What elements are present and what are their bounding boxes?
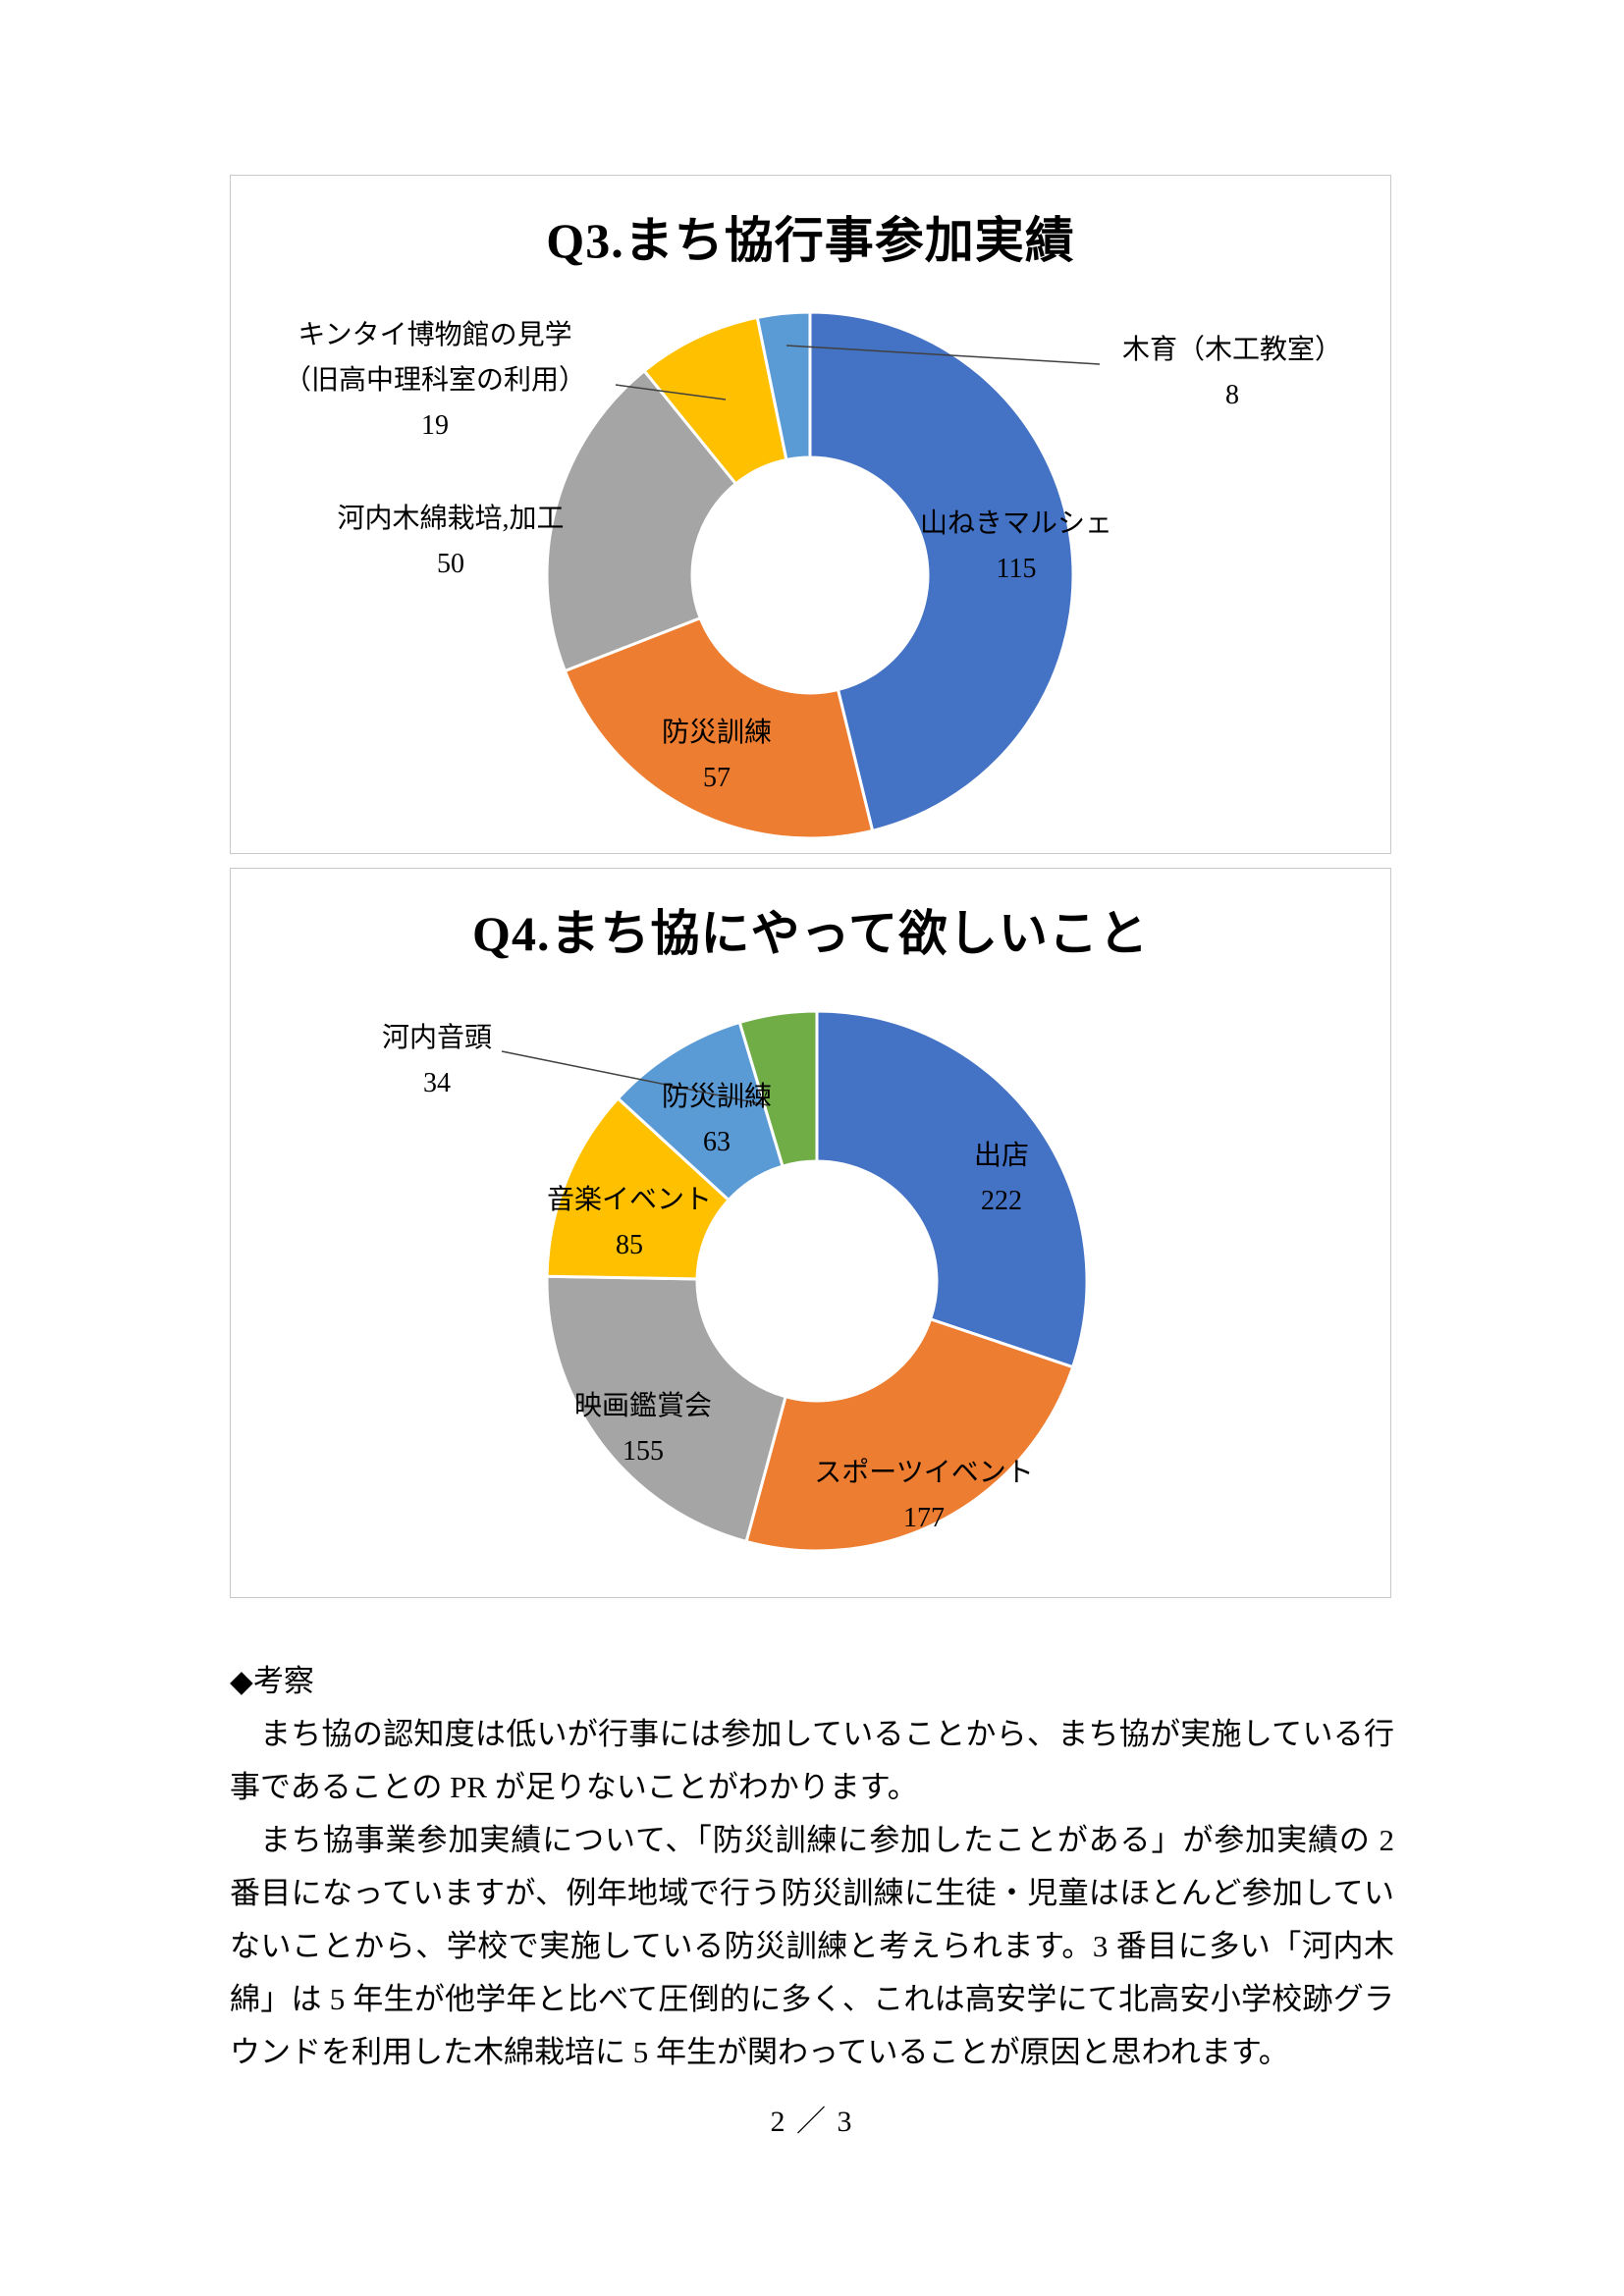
label-bousai-kunren-q4: 防災訓練 63 xyxy=(569,1075,864,1165)
label-kawachi-momen: 河内木綿栽培,加工 50 xyxy=(303,497,598,587)
chart-q3-title: Q3.まち協行事参加実績 xyxy=(546,213,1075,268)
segment-value: 115 xyxy=(996,554,1037,584)
segment-value: 85 xyxy=(616,1230,643,1260)
segment-label: 河内木綿栽培,加工 xyxy=(337,504,565,534)
donut-segment-mokuiku xyxy=(755,310,812,462)
segment-value: 57 xyxy=(703,763,731,793)
segment-label: 河内音頭 xyxy=(381,1023,492,1053)
segment-value: 50 xyxy=(437,549,464,579)
segment-value: 155 xyxy=(623,1436,664,1467)
q4-donut-chart xyxy=(501,1009,1089,1553)
segment-label: 木育（木工教室） xyxy=(1121,335,1342,365)
donut-segment-sports-event xyxy=(744,1316,1075,1553)
segment-label: 出店 xyxy=(973,1141,1029,1171)
donut-segment-shutten xyxy=(815,1009,1089,1369)
segment-value: 34 xyxy=(423,1068,451,1098)
q3-donut-chart xyxy=(545,310,1101,840)
donut-segment-bousai-kunren xyxy=(563,615,875,840)
segment-label: 山ねきマルシェ xyxy=(919,508,1112,539)
leader-line-kawachi-ondo xyxy=(501,1050,769,1106)
segment-label: 防災訓練 xyxy=(661,718,772,748)
donut-segment-ongaku-event xyxy=(545,1095,731,1281)
donut-segment-yamaneki-marche xyxy=(808,310,1075,833)
segment-value: 177 xyxy=(903,1503,945,1533)
label-ongaku-event: 音楽イベント 85 xyxy=(482,1178,777,1268)
label-sports-event: スポーツイベント 177 xyxy=(757,1451,1091,1541)
donut-segment-eiga-kanshoukai xyxy=(545,1274,787,1544)
segment-label-line2: （旧高中理科室の利用） xyxy=(283,365,586,396)
segment-label: スポーツイベント xyxy=(814,1458,1034,1488)
label-kintai-museum: キンタイ博物館の見学 （旧高中理科室の利用） 19 xyxy=(258,313,612,449)
donut-segment-kawachi-momen xyxy=(545,368,738,673)
segment-label: 音楽イベント xyxy=(546,1185,712,1215)
chart-q4-panel: Q4.まち協にやって欲しいこと 出店 222 スポーツイベント 177 映画鑑賞… xyxy=(230,868,1391,1598)
donut-segments xyxy=(545,310,1075,840)
segment-value: 222 xyxy=(981,1186,1022,1216)
segment-label-line1: キンタイ博物館の見学 xyxy=(298,320,572,350)
segment-label: 映画鑑賞会 xyxy=(573,1391,712,1421)
leader-line-kintai-museum xyxy=(615,384,727,400)
analysis-paragraph-1: まち協の認知度は低いが行事には参加していることから、まち協が実施している行事であ… xyxy=(230,1717,1394,1804)
page-number: 2 ／ 3 xyxy=(770,2106,854,2138)
label-shutten: 出店 222 xyxy=(854,1134,1149,1224)
analysis-paragraph-2: まち協事業参加実績について、「防災訓練に参加したことがある」が参加実績の 2 番… xyxy=(230,1823,1394,2069)
label-yamaneki-marche: 山ねきマルシェ 115 xyxy=(869,502,1164,592)
leader-line-mokuiku xyxy=(785,345,1101,365)
label-eiga-kanshoukai: 映画鑑賞会 155 xyxy=(496,1384,790,1474)
donut-segments xyxy=(545,1009,1089,1553)
chart-q4-title: Q4.まち協にやって欲しいこと xyxy=(472,906,1149,961)
segment-label: 防災訓練 xyxy=(661,1082,772,1112)
chart-q3-panel: Q3.まち協行事参加実績 山ねきマルシェ 115 防災訓練 57 河内木綿栽培,… xyxy=(230,175,1391,854)
analysis-section: ◆考察 まち協の認知度は低いが行事には参加していることから、まち協が実施している… xyxy=(230,1655,1394,2079)
segment-value: 63 xyxy=(703,1127,731,1157)
label-kawachi-ondo: 河内音頭 34 xyxy=(290,1016,584,1106)
label-mokuiku: 木育（木工教室） 8 xyxy=(1070,328,1394,418)
segment-value: 19 xyxy=(421,410,449,441)
donut-segment-kawachi-ondo xyxy=(737,1009,819,1168)
analysis-heading: ◆考察 xyxy=(230,1664,314,1698)
label-bousai-kunren: 防災訓練 57 xyxy=(584,711,849,801)
segment-value: 8 xyxy=(1225,380,1239,410)
